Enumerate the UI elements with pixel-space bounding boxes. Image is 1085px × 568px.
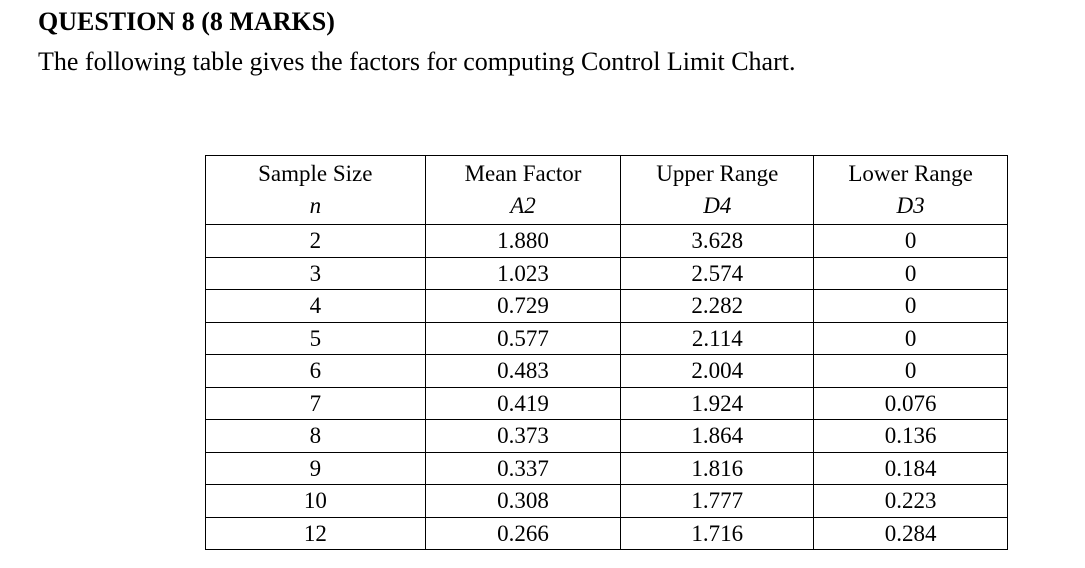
cell-upper-range: 1.716: [620, 516, 815, 550]
header-symbol: D4: [703, 193, 732, 218]
table-row: 8 0.373 1.864 0.136: [205, 419, 1008, 453]
table-body: 2 1.880 3.628 0 3 1.023 2.574 0 4 0.729 …: [205, 224, 1008, 550]
cell-upper-range: 1.816: [620, 451, 815, 485]
cell-sample-size: 12: [205, 516, 426, 550]
cell-sample-size: 6: [205, 354, 426, 388]
cell-sample-size: 10: [205, 484, 426, 518]
cell-upper-range: 1.924: [620, 386, 815, 420]
control-limit-factors-table: Sample Size n Mean Factor A2 Upper Range…: [205, 155, 1008, 550]
header-symbol: D3: [896, 193, 925, 218]
header-label: Sample Size: [258, 161, 373, 186]
header-row: Sample Size n Mean Factor A2 Upper Range…: [205, 155, 1008, 225]
cell-mean-factor: 1.880: [424, 224, 622, 258]
cell-lower-range: 0: [813, 224, 1008, 258]
cell-sample-size: 7: [205, 386, 426, 420]
header-sample-size: Sample Size n: [205, 155, 426, 225]
cell-upper-range: 2.114: [620, 321, 815, 355]
header-lower-range: Lower Range D3: [813, 155, 1008, 225]
cell-sample-size: 4: [205, 289, 426, 323]
header-symbol: A2: [510, 193, 536, 218]
cell-mean-factor: 0.483: [424, 354, 622, 388]
cell-mean-factor: 0.373: [424, 419, 622, 453]
question-heading: QUESTION 8 (8 MARKS): [38, 7, 335, 36]
cell-lower-range: 0.136: [813, 419, 1008, 453]
table-header: Sample Size n Mean Factor A2 Upper Range…: [205, 155, 1008, 225]
header-label: Upper Range: [656, 161, 779, 186]
cell-upper-range: 2.282: [620, 289, 815, 323]
cell-lower-range: 0.076: [813, 386, 1008, 420]
header-mean-factor: Mean Factor A2: [424, 155, 622, 225]
cell-sample-size: 8: [205, 419, 426, 453]
cell-mean-factor: 0.308: [424, 484, 622, 518]
cell-upper-range: 3.628: [620, 224, 815, 258]
cell-lower-range: 0: [813, 256, 1008, 290]
cell-lower-range: 0.223: [813, 484, 1008, 518]
table-row: 6 0.483 2.004 0: [205, 354, 1008, 388]
cell-upper-range: 1.777: [620, 484, 815, 518]
cell-sample-size: 2: [205, 224, 426, 258]
header-upper-range: Upper Range D4: [620, 155, 815, 225]
cell-lower-range: 0: [813, 354, 1008, 388]
cell-lower-range: 0.184: [813, 451, 1008, 485]
header-label: Lower Range: [848, 161, 973, 186]
cell-mean-factor: 1.023: [424, 256, 622, 290]
cell-lower-range: 0: [813, 321, 1008, 355]
cell-sample-size: 5: [205, 321, 426, 355]
table-row: 2 1.880 3.628 0: [205, 224, 1008, 258]
cell-mean-factor: 0.337: [424, 451, 622, 485]
table-row: 7 0.419 1.924 0.076: [205, 386, 1008, 420]
question-text: The following table gives the factors fo…: [38, 47, 796, 76]
cell-sample-size: 9: [205, 451, 426, 485]
cell-mean-factor: 0.577: [424, 321, 622, 355]
table-row: 4 0.729 2.282 0: [205, 289, 1008, 323]
table-row: 9 0.337 1.816 0.184: [205, 451, 1008, 485]
cell-upper-range: 2.574: [620, 256, 815, 290]
cell-mean-factor: 0.729: [424, 289, 622, 323]
header-label: Mean Factor: [464, 161, 582, 186]
table-row: 12 0.266 1.716 0.284: [205, 516, 1008, 550]
table-row: 3 1.023 2.574 0: [205, 256, 1008, 290]
table-row: 5 0.577 2.114 0: [205, 321, 1008, 355]
cell-upper-range: 1.864: [620, 419, 815, 453]
cell-mean-factor: 0.266: [424, 516, 622, 550]
cell-lower-range: 0: [813, 289, 1008, 323]
table-row: 10 0.308 1.777 0.223: [205, 484, 1008, 518]
cell-upper-range: 2.004: [620, 354, 815, 388]
header-symbol: n: [309, 193, 322, 218]
cell-mean-factor: 0.419: [424, 386, 622, 420]
cell-sample-size: 3: [205, 256, 426, 290]
cell-lower-range: 0.284: [813, 516, 1008, 550]
